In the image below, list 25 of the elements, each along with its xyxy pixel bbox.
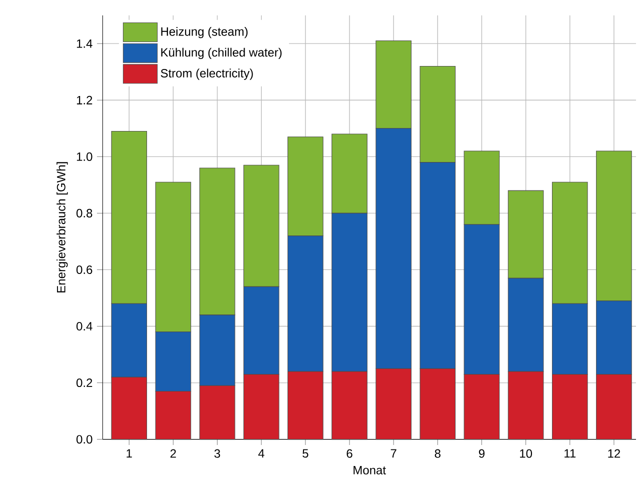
y-tick-label: 0.4: [76, 322, 92, 331]
y-tick-label: 1.4: [76, 39, 92, 48]
y-tick-label: 1.2: [76, 96, 92, 104]
y-tick-label: 0.0: [76, 435, 92, 444]
x-tick-label: 6: [346, 449, 352, 458]
y-tick-label: 0.6: [76, 265, 92, 274]
x-tick-label: 10: [520, 449, 532, 458]
x-tick-label: 5: [302, 449, 308, 458]
x-tick-label: 4: [258, 449, 264, 458]
x-axis-title: Monat: [354, 466, 386, 474]
x-tick-label: 2: [170, 449, 176, 458]
x-tick-label: 8: [434, 449, 440, 458]
x-tick-label: 1: [126, 449, 132, 458]
x-tick-label: 9: [478, 449, 484, 458]
legend-label: Heizung (steam): [161, 26, 248, 38]
y-tick-label: 0.2: [76, 378, 92, 388]
legend-label: Kühlung (chilled water): [161, 48, 282, 60]
y-axis-title: Energieverbrauch [GWh]: [56, 162, 68, 292]
x-tick-label: 11: [564, 449, 576, 458]
legend-label: Strom (electricity): [160, 68, 253, 80]
y-tick-label: 0.8: [76, 208, 92, 218]
y-tick-label: 1.0: [76, 152, 92, 161]
x-tick-label: 12: [608, 449, 620, 458]
x-tick-label: 3: [214, 449, 220, 458]
x-tick-label: 7: [390, 449, 396, 458]
